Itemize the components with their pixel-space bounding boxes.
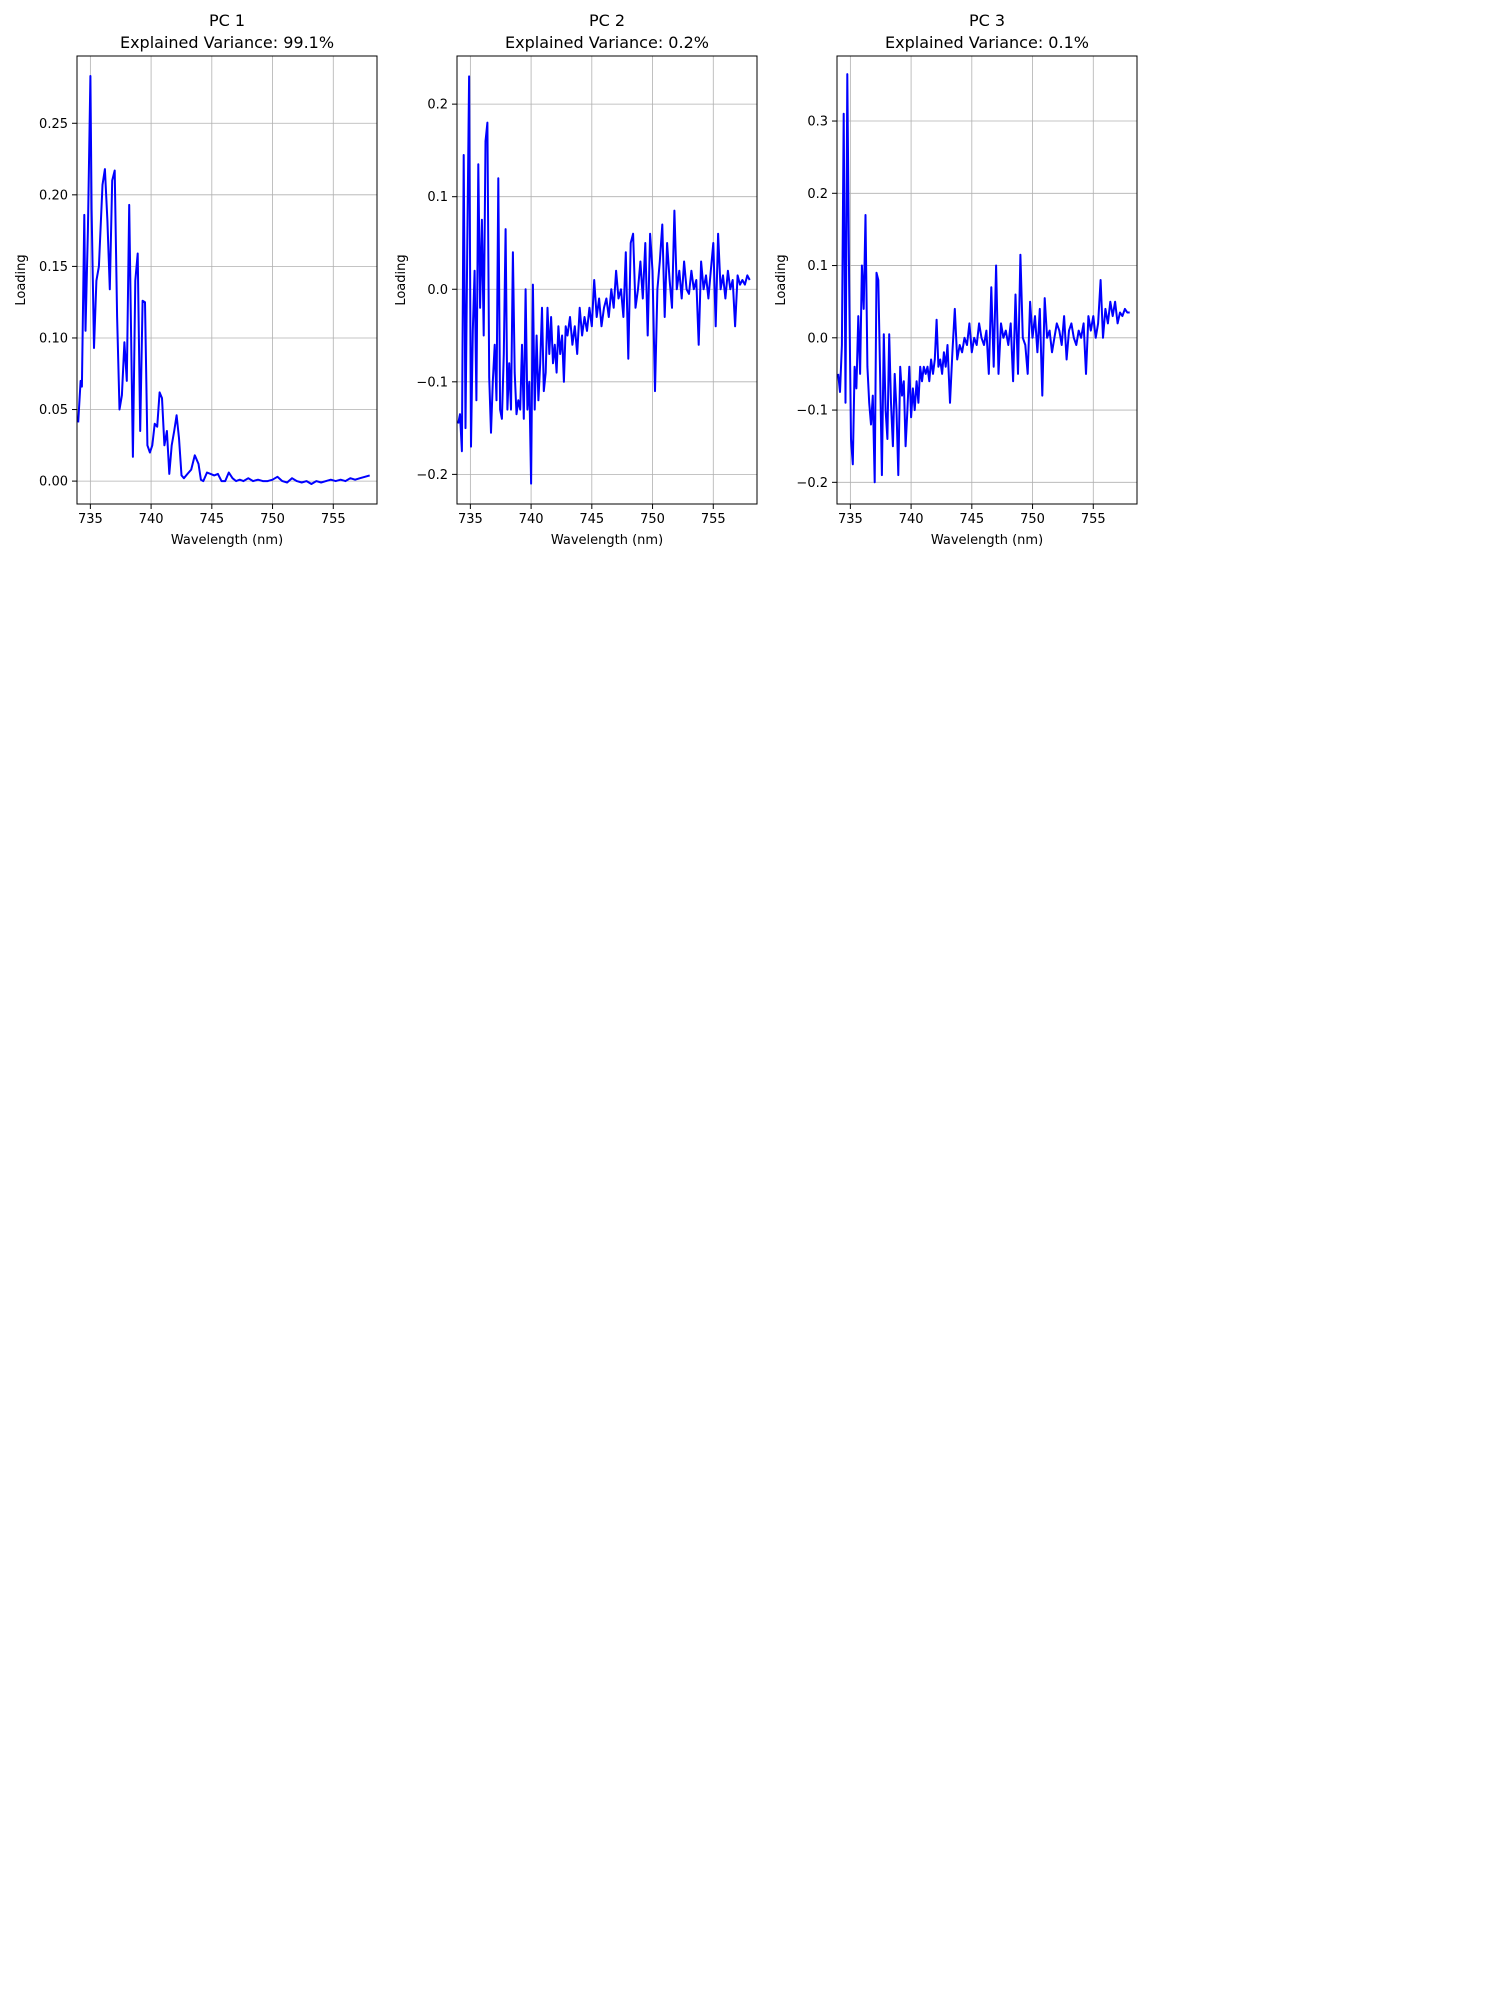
x-tick-label: 750 [1020,512,1045,527]
axes-frame [836,55,1138,505]
y-tick-label: −0.2 [796,476,828,491]
chart-panel-3: 735 740 745 750 755 −0.2 −0.1 0.0 0.1 0.2 0.3 PC 3 E… [774,11,1138,548]
y-tick-label: 0.15 [39,260,68,275]
x-axis-label: Wavelength (nm) [931,533,1043,548]
x-tick-label: 740 [899,512,924,527]
x-tick-label: 750 [640,512,665,527]
y-tick-label: 0.3 [807,115,828,130]
y-tick-label: 0.25 [39,117,68,132]
x-axis-label: Wavelength (nm) [551,533,663,548]
chart-panel-2: 735 740 745 750 755 −0.2 −0.1 0.0 0.1 0.2 PC 2 Expl… [394,11,758,548]
x-tick-label: 740 [519,512,544,527]
chart-title: PC 2 [589,11,625,30]
y-tick-label: 0.0 [427,283,448,298]
y-axis-label: Loading [14,254,29,305]
series-line [457,75,751,485]
x-tick-label: 735 [78,512,103,527]
pca-loadings-figure: 735 740 745 750 755 0.00 0.05 0.10 0.15 0.20 0.25 P… [14,11,1138,548]
x-tick-label: 755 [701,512,726,527]
chart-title: PC 3 [969,11,1005,30]
x-tick-label: 755 [1081,512,1106,527]
axes-frame [76,55,378,505]
x-tick-label: 750 [260,512,285,527]
y-tick-label: 0.05 [39,403,68,418]
x-tick-label: 745 [199,512,224,527]
y-tick-label: 0.00 [39,475,68,490]
y-tick-label: 0.20 [39,188,68,203]
x-tick-label: 735 [838,512,863,527]
y-tick-label: 0.2 [427,98,448,113]
y-tick-label: 0.10 [39,331,68,346]
x-tick-label: 755 [321,512,346,527]
y-tick-label: 0.0 [807,331,828,346]
x-tick-label: 740 [139,512,164,527]
x-axis-label: Wavelength (nm) [171,533,283,548]
y-tick-label: −0.2 [416,468,448,483]
y-axis-label: Loading [394,254,409,305]
x-tick-label: 735 [458,512,483,527]
axes-frame [456,55,758,505]
y-axis-label: Loading [774,254,789,305]
chart-subtitle: Explained Variance: 0.1% [885,33,1089,52]
series-line [837,73,1130,484]
chart-subtitle: Explained Variance: 99.1% [120,33,334,52]
series-line [77,75,370,485]
y-tick-label: 0.1 [427,190,448,205]
chart-subtitle: Explained Variance: 0.2% [505,33,709,52]
y-tick-label: 0.2 [807,187,828,202]
y-tick-label: 0.1 [807,259,828,274]
x-tick-label: 745 [959,512,984,527]
x-tick-label: 745 [579,512,604,527]
y-tick-label: −0.1 [796,404,828,419]
chart-panel-1: 735 740 745 750 755 0.00 0.05 0.10 0.15 0.20 0.25 P… [14,11,378,548]
y-tick-label: −0.1 [416,375,448,390]
chart-title: PC 1 [209,11,245,30]
